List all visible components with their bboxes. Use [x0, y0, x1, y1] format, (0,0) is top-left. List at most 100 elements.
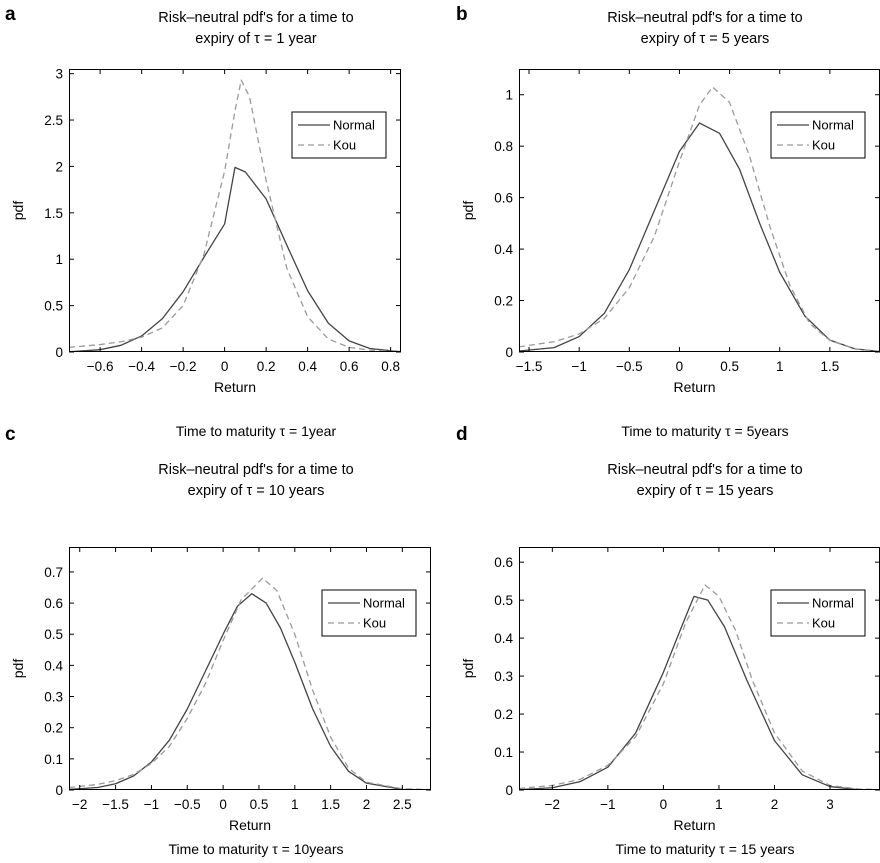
chart-title-line2: expiry of τ = 15 years	[637, 483, 774, 499]
x-tick-label: 0	[676, 359, 684, 374]
x-tick-label: 0.2	[257, 359, 276, 374]
x-tick-label: 1	[715, 797, 723, 812]
legend: Normal Kou	[321, 589, 417, 637]
legend-box	[770, 111, 866, 159]
y-tick-label: 0.4	[44, 658, 63, 673]
y-tick-label: 0	[505, 783, 513, 798]
y-tick-label: 0.3	[494, 669, 513, 684]
x-tick-label: 0.5	[720, 359, 739, 374]
x-tick-label: 0.8	[381, 359, 400, 374]
y-tick-label: 0.4	[494, 242, 513, 257]
y-tick-label: 0.6	[494, 555, 513, 570]
chart-title-line1: Risk–neutral pdf's for a time to	[158, 10, 353, 26]
y-tick-label: 0.6	[44, 596, 63, 611]
series-line-normal	[519, 595, 880, 790]
x-tick-label: −2	[545, 797, 560, 812]
y-tick-label: 0.2	[494, 294, 513, 309]
panel-c: c Risk–neutral pdf's for a time to expiry …	[5, 424, 431, 857]
legend-label-kou: Kou	[812, 138, 835, 153]
series-line-kou	[69, 79, 401, 352]
legend-label-normal: Normal	[333, 118, 375, 133]
panel-a: a Risk–neutral pdf's for a time to expiry …	[5, 4, 401, 439]
panel-caption: Time to maturity τ = 5years	[621, 423, 788, 439]
panel-b: b Risk–neutral pdf's for a time to expiry …	[456, 4, 880, 439]
legend-label-normal: Normal	[363, 596, 405, 611]
chart-title-line2: expiry of τ = 10 years	[188, 483, 325, 499]
legend-box	[321, 589, 417, 637]
x-tick-label: 1.5	[820, 359, 839, 374]
x-axis-label: Return	[229, 817, 271, 833]
x-tick-label: −1.5	[516, 359, 543, 374]
y-tick-label: 0.5	[494, 593, 513, 608]
series-line-kou	[69, 577, 431, 790]
x-tick-label: −0.5	[616, 359, 643, 374]
x-tick-label: −1.5	[102, 797, 129, 812]
y-tick-label: 0.5	[44, 627, 63, 642]
legend-label-kou: Kou	[333, 138, 356, 153]
panel-letter: d	[456, 424, 468, 445]
y-tick-label: 2	[55, 159, 63, 174]
x-tick-label: 2.5	[393, 797, 412, 812]
series-line-kou	[519, 86, 880, 352]
panel-caption: Time to maturity τ = 15 years	[616, 841, 795, 857]
y-tick-label: 1	[505, 88, 513, 103]
y-tick-label: 0	[55, 783, 63, 798]
x-tick-label: −0.5	[174, 797, 201, 812]
chart-title-line1: Risk–neutral pdf's for a time to	[158, 462, 353, 478]
y-axis-label: pdf	[10, 201, 26, 221]
legend: Normal Kou	[770, 589, 866, 637]
panel-caption: Time to maturity τ = 10years	[168, 841, 343, 857]
x-tick-label: 1	[291, 797, 299, 812]
panel-letter: a	[5, 4, 16, 25]
x-tick-label: 2	[363, 797, 371, 812]
x-tick-label: −0.6	[87, 359, 114, 374]
x-tick-label: 3	[826, 797, 834, 812]
legend-label-normal: Normal	[812, 596, 854, 611]
panel-letter: b	[456, 4, 468, 25]
panel-caption: Time to maturity τ = 1year	[176, 423, 337, 439]
x-axis-label: Return	[673, 817, 715, 833]
x-tick-label: 0	[221, 359, 229, 374]
legend-box	[291, 111, 387, 159]
x-axis-label: Return	[214, 379, 256, 395]
y-tick-label: 1	[55, 252, 63, 267]
y-tick-label: 1.5	[44, 206, 63, 221]
legend-label-kou: Kou	[363, 616, 386, 631]
y-tick-label: 0	[55, 345, 63, 360]
x-tick-label: −1	[600, 797, 615, 812]
x-tick-label: 0	[219, 797, 227, 812]
legend-label-normal: Normal	[812, 118, 854, 133]
series-line-normal	[69, 166, 401, 352]
chart-title-line1: Risk–neutral pdf's for a time to	[607, 10, 802, 26]
x-tick-label: −0.4	[128, 359, 155, 374]
y-tick-label: 0.1	[494, 745, 513, 760]
panel-letter: c	[5, 424, 16, 445]
axes-frame	[519, 547, 880, 790]
chart-title-line2: expiry of τ = 1 year	[195, 31, 317, 47]
legend: Normal Kou	[291, 111, 387, 159]
series-line-normal	[519, 122, 880, 352]
y-tick-label: 0.2	[44, 721, 63, 736]
x-tick-label: −1	[571, 359, 586, 374]
x-tick-label: −2	[72, 797, 87, 812]
y-tick-label: 0	[505, 345, 513, 360]
y-tick-label: 0.5	[44, 299, 63, 314]
legend: Normal Kou	[770, 111, 866, 159]
legend-label-kou: Kou	[812, 616, 835, 631]
x-axis-label: Return	[673, 379, 715, 395]
x-tick-label: 1	[776, 359, 784, 374]
x-tick-label: 0.6	[340, 359, 359, 374]
y-tick-label: 0.1	[44, 752, 63, 767]
panel-d: d Risk–neutral pdf's for a time to expiry …	[456, 424, 880, 857]
y-axis-label: pdf	[460, 659, 476, 679]
y-tick-label: 0.8	[494, 139, 513, 154]
y-tick-label: 2.5	[44, 113, 63, 128]
y-tick-label: 0.3	[44, 690, 63, 705]
x-tick-label: −0.2	[170, 359, 197, 374]
y-axis-label: pdf	[460, 201, 476, 221]
y-axis-label: pdf	[10, 659, 26, 679]
series-line-normal	[69, 593, 431, 790]
legend-box	[770, 589, 866, 637]
x-tick-label: 0.4	[298, 359, 317, 374]
